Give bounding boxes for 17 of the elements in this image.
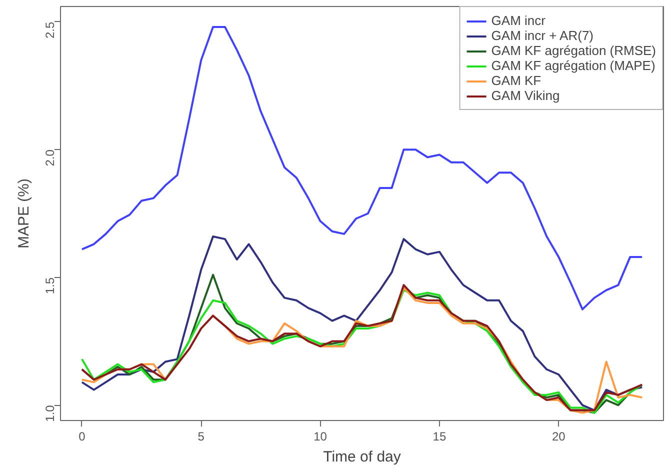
y-tick-label: 2.5	[43, 22, 57, 39]
x-tick-label: 20	[552, 430, 566, 444]
legend-label: GAM incr	[491, 13, 546, 28]
legend-label: GAM KF agrégation (RMSE)	[491, 43, 656, 58]
x-axis-title: Time of day	[323, 448, 402, 466]
y-tick-label: 2.0	[43, 149, 57, 166]
y-axis-title: MAPE (%)	[16, 178, 32, 248]
x-tick-label: 15	[432, 430, 446, 444]
legend-label: GAM Viking	[491, 88, 560, 103]
legend-label: GAM incr + AR(7)	[491, 28, 594, 43]
x-tick-label: 5	[198, 430, 205, 444]
legend-label: GAM KF agrégation (MAPE)	[491, 58, 656, 73]
x-tick-label: 10	[314, 430, 328, 444]
legend-label: GAM KF	[491, 73, 542, 88]
y-tick-label: 1.5	[43, 277, 57, 294]
x-tick-label: 0	[78, 430, 86, 444]
y-tick-label: 1.0	[43, 404, 57, 422]
